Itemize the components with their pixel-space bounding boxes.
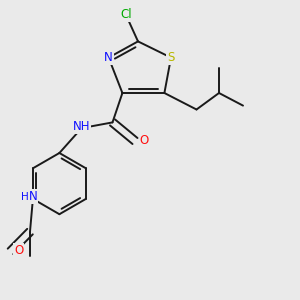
Text: NH: NH: [73, 120, 90, 134]
Text: H: H: [21, 192, 28, 202]
Text: N: N: [104, 51, 113, 64]
Text: S: S: [167, 51, 175, 64]
Text: Cl: Cl: [120, 8, 132, 22]
Text: O: O: [14, 244, 23, 257]
Text: N: N: [28, 190, 37, 203]
Text: O: O: [140, 134, 148, 147]
